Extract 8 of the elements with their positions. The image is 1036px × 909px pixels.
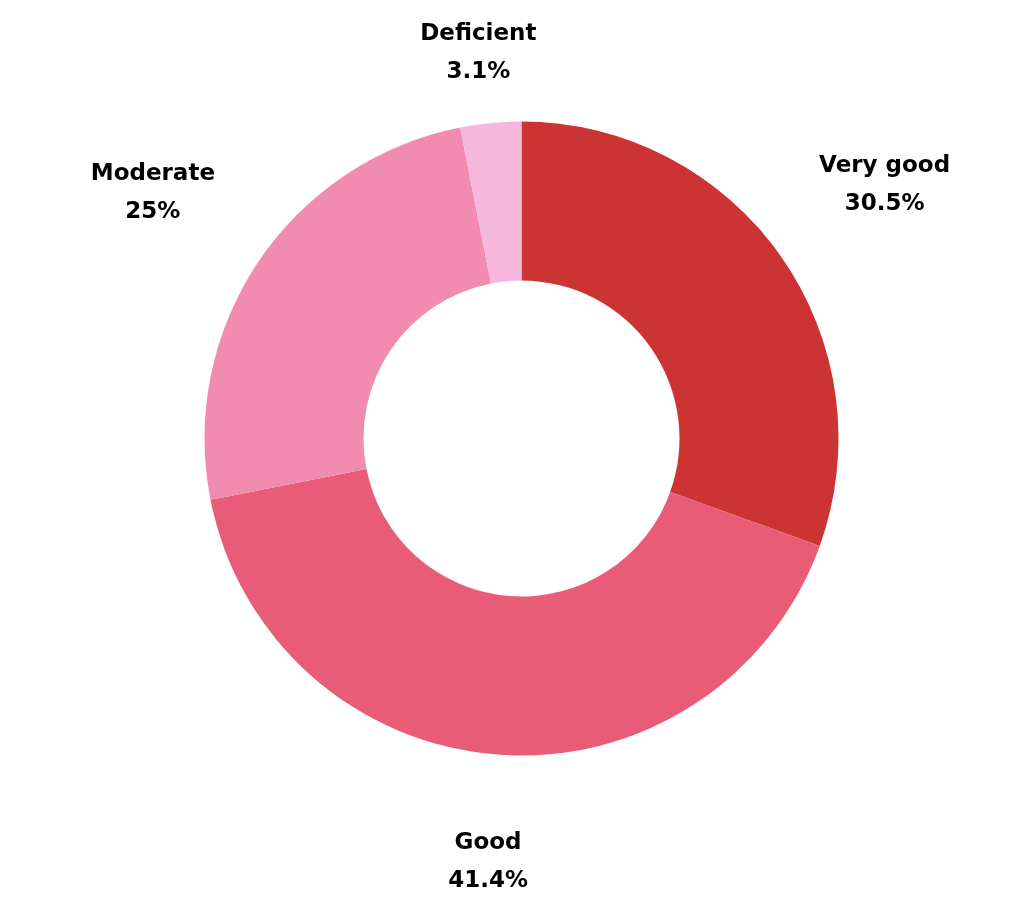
slice-label: Very good <box>819 151 951 178</box>
slice-label: Good <box>454 827 522 854</box>
data-label: 3.1% <box>446 56 511 83</box>
slice-label: Moderate <box>90 159 215 186</box>
slice-label: Deficient <box>420 18 537 45</box>
data-label: 25% <box>125 197 181 224</box>
data-label: 30.5% <box>844 189 925 216</box>
data-label: 41.4% <box>448 865 528 892</box>
